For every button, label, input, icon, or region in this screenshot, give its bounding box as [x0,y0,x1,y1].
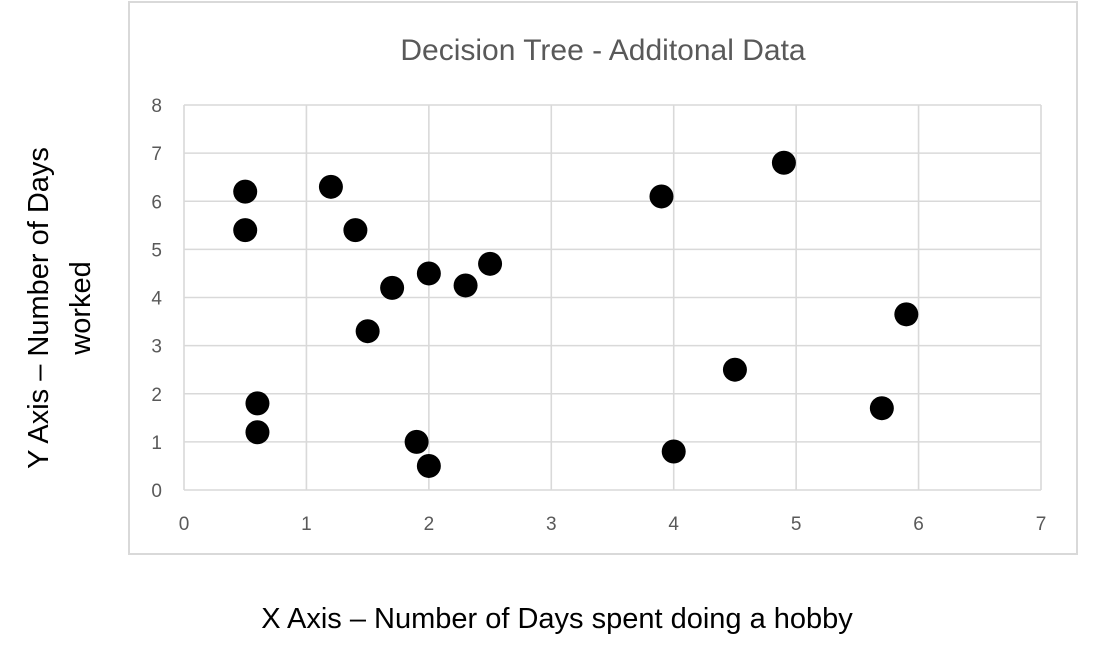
data-point-7 [416,261,441,286]
gridlines [183,104,1042,491]
chart-area-frame [128,1,1078,555]
x-tick-label-6: 6 [913,514,924,535]
data-point-6 [355,319,380,344]
x-tick-label-4: 4 [668,514,679,535]
data-points [233,150,919,478]
x-axis-label: X Axis – Number of Days spent doing a ho… [261,603,853,635]
y-tick-label-2: 2 [151,385,162,406]
x-tick-label-5: 5 [791,514,802,535]
y-tick-label-3: 3 [151,337,162,358]
x-tick-label-3: 3 [546,514,557,535]
data-point-9 [478,251,503,276]
y-tick-label-0: 0 [151,481,162,502]
data-point-18 [894,302,919,327]
y-axis-label-line-1: Y Axis – Number of Days [23,147,55,469]
data-point-3 [318,174,343,199]
y-tick-labels: 0 1 2 3 4 5 6 7 8 [151,96,162,502]
data-point-2 [233,218,258,243]
data-point-8 [453,273,478,298]
x-tick-label-1: 1 [301,514,312,535]
y-tick-label-5: 5 [151,240,162,261]
data-point-13 [416,453,441,478]
x-tick-label-7: 7 [1036,514,1047,535]
y-tick-label-8: 8 [151,96,162,117]
y-tick-label-6: 6 [151,192,162,213]
y-axis-label-line-2: worked [65,261,97,356]
data-point-4 [343,218,368,243]
data-point-5 [380,275,405,300]
x-tick-label-0: 0 [179,514,190,535]
data-point-10 [245,391,270,416]
data-point-11 [245,420,270,445]
x-tick-labels: 0 1 2 3 4 5 6 7 [179,514,1047,535]
data-point-14 [649,184,674,209]
chart-title: Decision Tree - Additonal Data [400,34,806,67]
x-tick-label-2: 2 [424,514,435,535]
data-point-16 [722,357,747,382]
data-point-17 [661,439,686,464]
data-point-15 [771,150,796,175]
data-point-1 [233,179,258,204]
y-tick-label-1: 1 [151,433,162,454]
data-point-12 [404,429,429,454]
data-point-19 [869,396,894,421]
y-tick-label-4: 4 [151,289,162,310]
y-tick-label-7: 7 [151,144,162,165]
